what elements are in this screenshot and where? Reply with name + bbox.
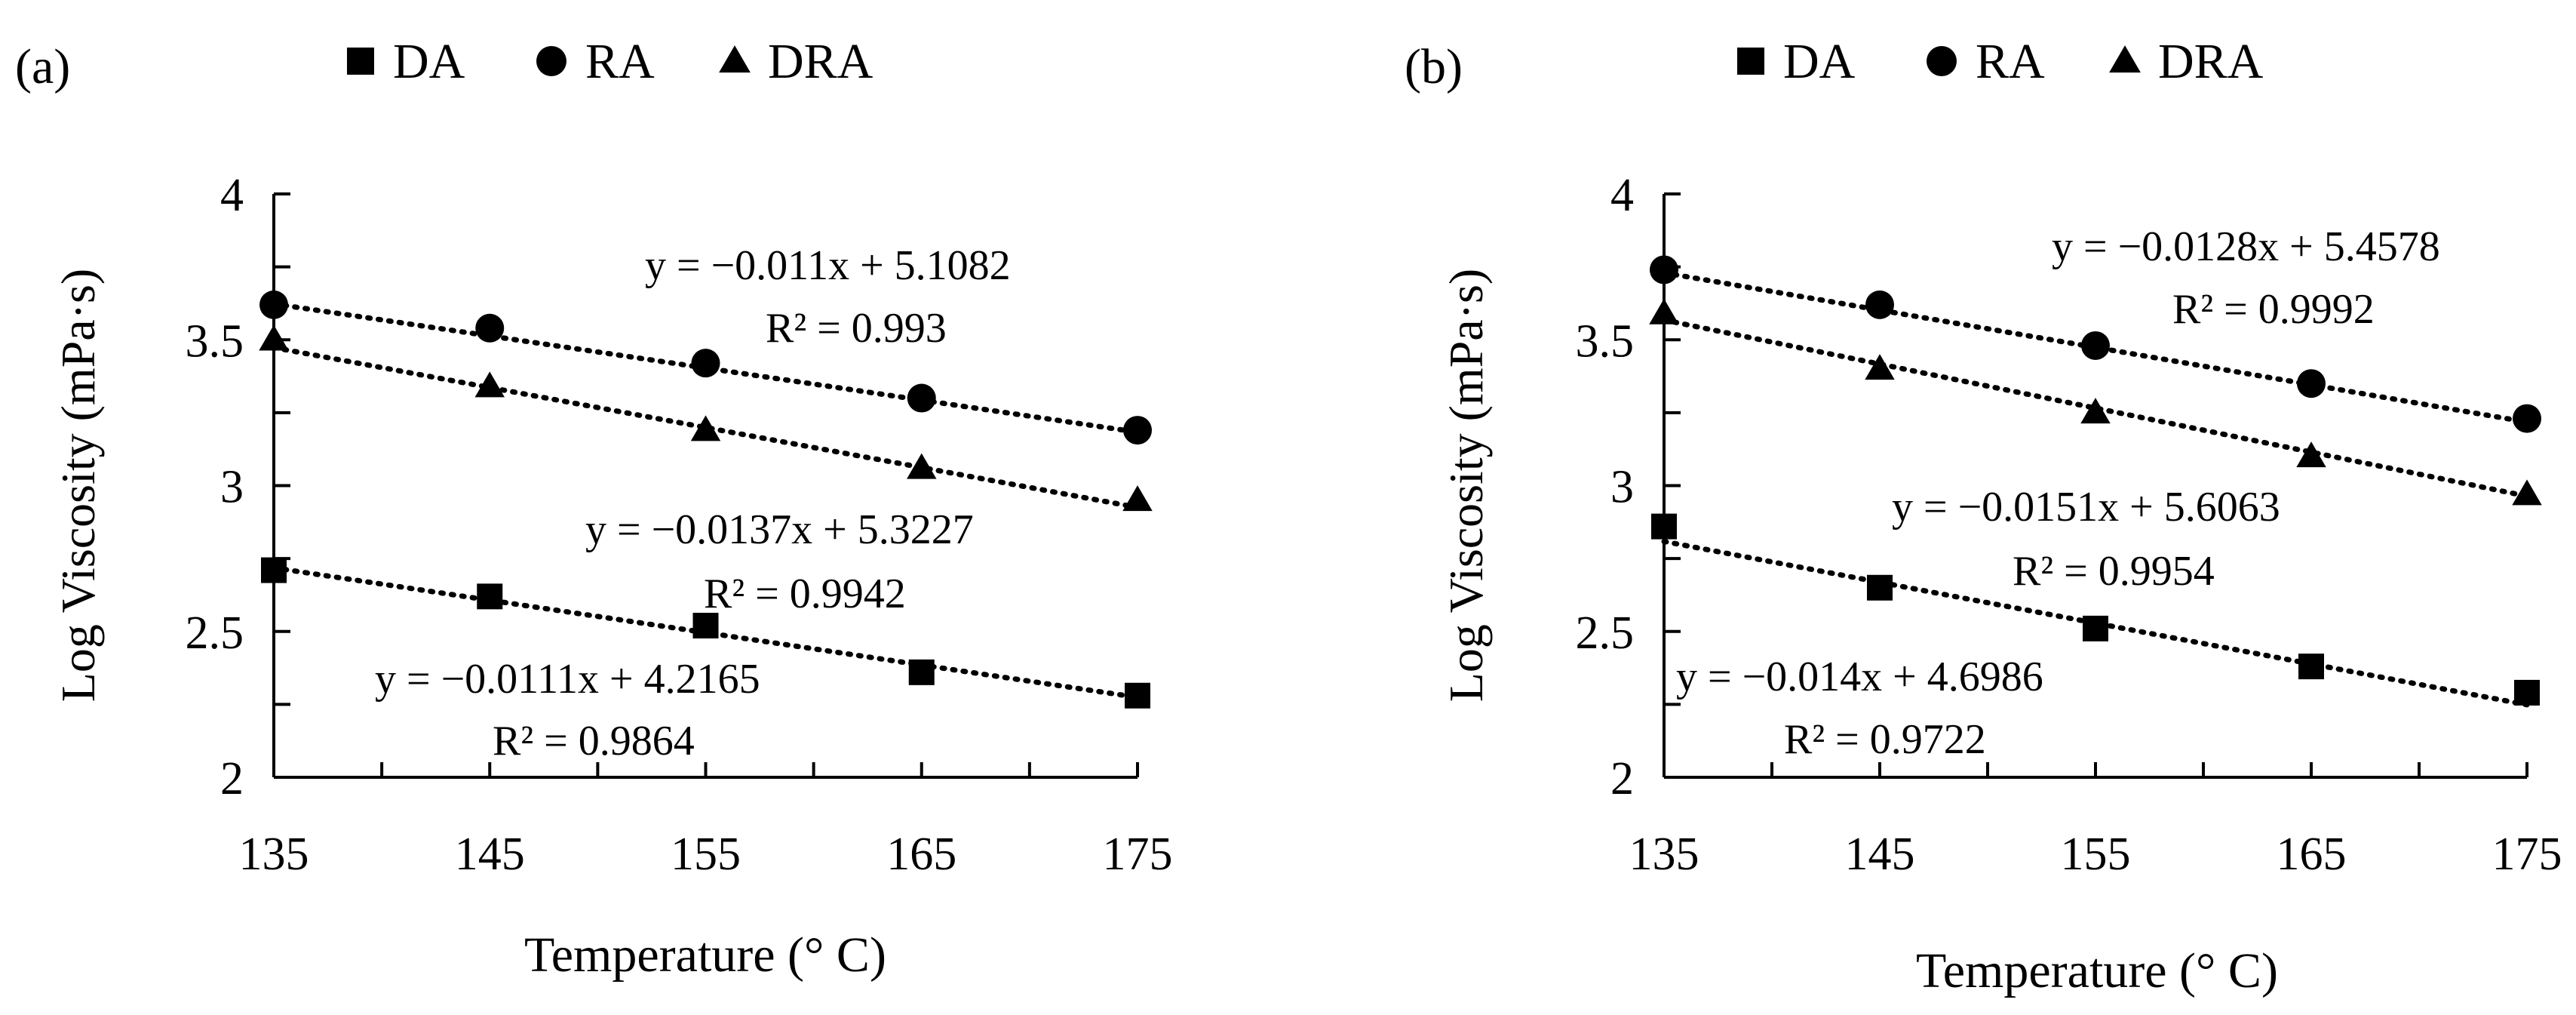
x-axis-label: Temperature (° C) <box>524 927 886 983</box>
series-da: y = −0.014x + 4.6986 R² = 0.9722 <box>1651 513 2540 763</box>
x-tick-label: 155 <box>671 829 741 880</box>
data-point-dra <box>2512 479 2542 506</box>
y-tick-label: 3 <box>1610 462 1634 513</box>
panel-label: (b) <box>1405 39 1463 94</box>
legend-entry-dra: DRA <box>2109 34 2264 89</box>
legend-entry-da: DA <box>347 34 465 89</box>
trendline-da <box>1661 538 2530 708</box>
data-point-ra <box>1123 416 1152 445</box>
legend-label: DRA <box>2158 34 2264 89</box>
data-point-ra <box>907 383 936 413</box>
y-axis-label: Log Viscosity (mPa·s) <box>51 269 105 703</box>
x-tick-label: 165 <box>2277 829 2347 880</box>
series-dra: y = −0.0151x + 5.6063 R² = 0.9954 <box>1649 298 2542 595</box>
legend-entry-da: DA <box>1737 34 1856 89</box>
data-point-dra <box>907 453 937 479</box>
legend-marker-square <box>1737 48 1764 75</box>
data-point-da <box>2083 615 2108 641</box>
legend-label: DRA <box>768 34 874 89</box>
legend-entry-dra: DRA <box>719 34 874 89</box>
series-da: y = −0.0111x + 4.2165 R² = 0.9864 <box>261 557 1150 764</box>
data-point-ra <box>2513 404 2541 433</box>
legend-entry-ra: RA <box>536 34 655 89</box>
panel-label: (a) <box>15 39 70 94</box>
y-tick-label: 3.5 <box>1576 315 1635 367</box>
trendline-dra <box>1661 317 2530 499</box>
legend-marker-triangle <box>2109 45 2141 73</box>
data-point-ra <box>2297 369 2326 398</box>
trendline-equation-ra: y = −0.011x + 5.1082 <box>645 242 1011 289</box>
trendline-dra <box>271 345 1141 510</box>
data-point-da <box>2514 679 2540 706</box>
data-point-da <box>1651 513 1677 540</box>
r-squared-dra: R² = 0.9942 <box>704 571 906 617</box>
x-tick-label: 145 <box>455 829 525 880</box>
data-point-dra <box>259 324 289 351</box>
legend-label: RA <box>585 34 655 89</box>
trendline-equation-da: y = −0.014x + 4.6986 <box>1676 654 2043 700</box>
data-point-ra <box>2081 331 2110 360</box>
trendline-equation-dra: y = −0.0137x + 5.3227 <box>585 506 974 553</box>
legend-marker-circle <box>536 46 566 76</box>
legend-marker-circle <box>1927 46 1957 76</box>
series-ra: y = −0.0128x + 5.4578 R² = 0.9992 <box>1650 223 2541 433</box>
r-squared-dra: R² = 0.9954 <box>2013 548 2215 595</box>
x-tick-label: 175 <box>1103 829 1173 880</box>
x-tick-label: 155 <box>2061 829 2131 880</box>
y-tick-label: 2.5 <box>1576 607 1635 659</box>
chart-panel-b: (b) DA RA DRA 2 2.5 3 3.5 4 135 145 155 165 175 Log Vi… <box>1405 34 2562 998</box>
legend-marker-square <box>347 48 374 75</box>
data-point-dra <box>2296 441 2326 468</box>
legend-label: DA <box>1783 34 1856 89</box>
r-squared-da: R² = 0.9722 <box>1784 716 1986 763</box>
y-axis-label: Log Viscosity (mPa·s) <box>1439 269 1493 703</box>
data-point-dra <box>690 415 721 441</box>
x-axis-label: Temperature (° C) <box>1916 943 2278 998</box>
y-tick-label: 4 <box>1610 170 1634 221</box>
trendline-equation-dra: y = −0.0151x + 5.6063 <box>1892 484 2280 531</box>
r-squared-da: R² = 0.9864 <box>493 718 695 764</box>
data-point-ra <box>475 313 505 343</box>
data-point-da <box>2298 654 2324 680</box>
data-point-dra <box>1865 354 1895 380</box>
data-point-dra <box>1649 298 1679 324</box>
trendline-equation-da: y = −0.0111x + 4.2165 <box>375 656 760 703</box>
y-tick-label: 3 <box>220 462 244 513</box>
data-point-dra <box>1122 485 1153 512</box>
y-tick-label: 3.5 <box>186 315 244 367</box>
x-tick-label: 135 <box>1629 829 1699 880</box>
x-tick-label: 145 <box>1845 829 1915 880</box>
data-point-da <box>261 557 287 583</box>
series-ra: y = −0.011x + 5.1082 R² = 0.993 <box>259 242 1152 445</box>
data-point-dra <box>474 371 505 398</box>
data-point-ra <box>1865 290 1894 319</box>
trendline-equation-ra: y = −0.0128x + 5.4578 <box>2052 223 2440 270</box>
data-point-ra <box>259 290 288 319</box>
series-dra: y = −0.0137x + 5.3227 R² = 0.9942 <box>259 324 1153 617</box>
data-point-da <box>1867 574 1893 601</box>
data-point-da <box>692 613 719 639</box>
r-squared-ra: R² = 0.993 <box>766 305 947 352</box>
legend-label: RA <box>1976 34 2045 89</box>
x-tick-label: 175 <box>2492 829 2562 880</box>
r-squared-ra: R² = 0.9992 <box>2172 286 2375 333</box>
x-tick-label: 165 <box>886 829 956 880</box>
data-point-ra <box>691 349 720 378</box>
data-point-da <box>477 583 503 610</box>
legend-label: DA <box>393 34 465 89</box>
legend-entry-ra: RA <box>1927 34 2045 89</box>
y-tick-label: 2 <box>220 753 244 804</box>
data-point-ra <box>1650 255 1678 285</box>
data-point-da <box>908 659 935 685</box>
y-tick-label: 4 <box>220 170 244 221</box>
y-tick-label: 2 <box>1610 753 1634 804</box>
legend-marker-triangle <box>719 45 751 73</box>
x-tick-label: 135 <box>239 829 309 880</box>
chart-panel-a: (a) DA RA DRA 2 2.5 3 3.5 4 135 145 155 165 175 Log Vi… <box>15 34 1173 983</box>
y-tick-label: 2.5 <box>186 607 244 659</box>
data-point-da <box>1125 682 1150 709</box>
data-point-dra <box>2080 398 2111 424</box>
